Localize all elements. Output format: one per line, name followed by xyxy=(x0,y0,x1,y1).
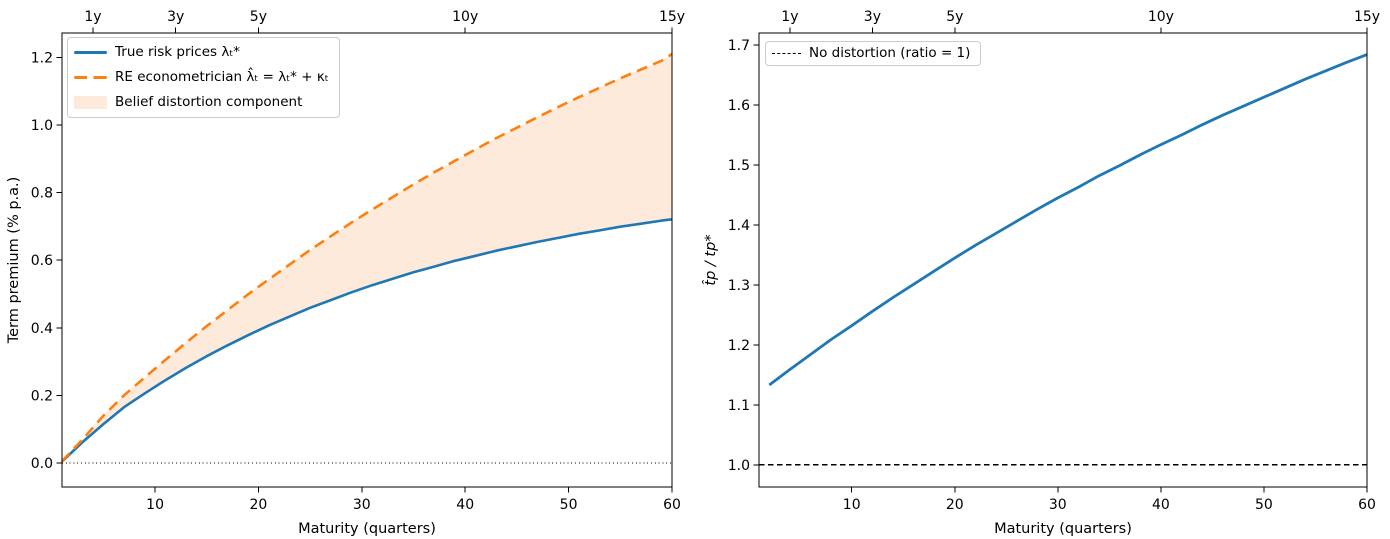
axes-frame xyxy=(758,32,1368,488)
x-tick-label: 20 xyxy=(249,497,267,513)
legend-item: Belief distortion component xyxy=(74,94,329,111)
x-axis-label: Maturity (quarters) xyxy=(994,521,1132,537)
right-chart-panel: 10 20 30 40 50 60 1y 3y 5y 10y 15y 1.0 1.1 1.2 1.3 1.4 1… xyxy=(702,9,1380,537)
y-tick-label: 0.0 xyxy=(31,456,53,472)
y-tick-label: 1.0 xyxy=(31,118,53,134)
top-tick-label: 1y xyxy=(781,9,798,25)
top-tick-label: 1y xyxy=(84,9,101,25)
x-tick-label: 40 xyxy=(1152,497,1170,513)
x-tick-label: 50 xyxy=(1255,497,1273,513)
left-chart-panel: 10 20 30 40 50 60 1y 3y 5y 10y 15y 0.0 0.2 0.4 0.6 0.8 1… xyxy=(6,9,685,537)
x-tick-label: 10 xyxy=(843,497,861,513)
x-tick-label: 40 xyxy=(456,497,474,513)
fill-area-swatch xyxy=(74,96,107,109)
y-tick-label: 1.5 xyxy=(728,158,750,174)
x-axis-label: Maturity (quarters) xyxy=(298,521,436,537)
re-econometrician-line xyxy=(61,52,673,463)
legend-label: Belief distortion component xyxy=(115,94,303,110)
y-tick-label: 1.6 xyxy=(728,98,750,114)
x-tick-label: 10 xyxy=(146,497,164,513)
legend-label: True risk prices λₜ* xyxy=(115,44,241,60)
legend-item: RE econometrician λ̂ₜ = λₜ* + κₜ xyxy=(74,69,329,86)
y-tick-label: 1.3 xyxy=(728,278,750,294)
y-tick-label: 1.7 xyxy=(728,38,750,54)
dashed-reference-swatch xyxy=(772,53,801,54)
y-tick-label: 1.2 xyxy=(728,338,750,354)
x-tick-label: 30 xyxy=(1049,497,1067,513)
dashed-line-swatch xyxy=(74,75,107,80)
top-tick-label: 15y xyxy=(1354,9,1380,25)
top-tick-label: 15y xyxy=(659,9,685,25)
solid-line-swatch xyxy=(74,51,107,54)
y-axis-label: Term premium (% p.a.) xyxy=(6,177,22,345)
top-tick-label: 3y xyxy=(167,9,184,25)
top-tick-label: 5y xyxy=(946,9,963,25)
y-tick-label: 0.8 xyxy=(31,186,53,202)
distortion-ratio-line xyxy=(768,53,1368,387)
y-tick-label: 1.0 xyxy=(728,458,750,474)
true-risk-prices-line xyxy=(61,218,673,463)
right-panel-legend: No distortion (ratio = 1) xyxy=(765,41,982,66)
x-tick-label: 50 xyxy=(560,497,578,513)
x-tick-label: 20 xyxy=(946,497,964,513)
y-axis-label: t̂p / tp* xyxy=(702,234,719,285)
y-tick-label: 1.1 xyxy=(728,398,750,414)
belief-distortion-area xyxy=(62,54,672,462)
y-tick-label: 0.2 xyxy=(31,388,53,404)
top-tick-label: 10y xyxy=(452,9,478,25)
legend-label: No distortion (ratio = 1) xyxy=(809,45,971,61)
top-tick-label: 3y xyxy=(864,9,881,25)
legend-item: No distortion (ratio = 1) xyxy=(772,45,970,62)
y-tick-label: 0.4 xyxy=(31,321,53,337)
y-tick-label: 1.4 xyxy=(728,218,750,234)
legend-item: True risk prices λₜ* xyxy=(74,44,329,61)
x-tick-label: 30 xyxy=(353,497,371,513)
top-tick-label: 10y xyxy=(1148,9,1174,25)
left-panel-legend: True risk prices λₜ* RE econometrician λ̂… xyxy=(67,37,340,118)
x-tick-label: 60 xyxy=(1358,497,1376,513)
x-tick-label: 60 xyxy=(663,497,681,513)
legend-label: RE econometrician λ̂ₜ = λₜ* + κₜ xyxy=(115,69,329,85)
top-tick-label: 5y xyxy=(250,9,267,25)
y-tick-label: 1.2 xyxy=(31,50,53,66)
y-tick-label: 0.6 xyxy=(31,253,53,269)
